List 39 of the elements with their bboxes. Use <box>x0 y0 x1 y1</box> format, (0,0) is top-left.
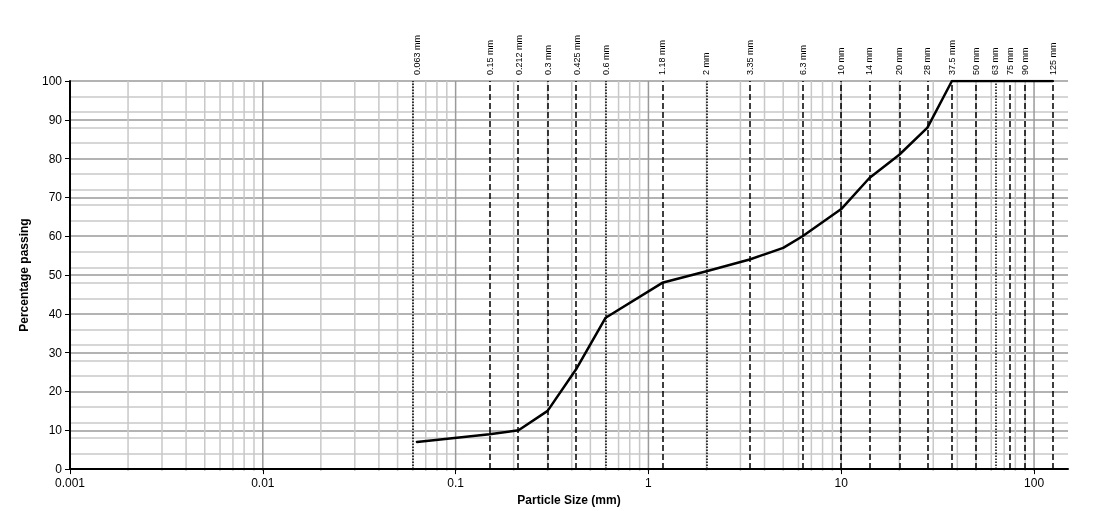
ref-line-label: 1.18 mm <box>657 39 668 75</box>
x-axis-title: Particle Size (mm) <box>517 493 621 507</box>
y-tick-label: 70 <box>48 190 63 205</box>
x-tick-label: 100 <box>1024 476 1045 491</box>
ref-line-label: 63 mm <box>990 47 1001 75</box>
ref-line-label: 0.425 mm <box>571 34 582 75</box>
ref-line-label: 14 mm <box>864 47 875 75</box>
y-tick-label: 0 <box>55 462 63 477</box>
x-tick-label: 10 <box>834 476 849 491</box>
ref-line-label: 37.5 mm <box>946 39 957 75</box>
ref-line-label: 3.35 mm <box>744 39 755 75</box>
x-tick-label: 0.1 <box>447 476 465 491</box>
y-tick-label: 60 <box>48 229 63 244</box>
ref-line-label: 28 mm <box>922 47 933 75</box>
ref-line-label: 0.063 mm <box>411 34 422 75</box>
ref-line-label: 2 mm <box>701 52 712 75</box>
x-tick-label: 0.001 <box>54 476 86 491</box>
ref-line-label: 90 mm <box>1020 47 1031 75</box>
y-tick-label: 10 <box>48 423 63 438</box>
y-tick-label: 40 <box>48 306 63 321</box>
y-tick-label: 50 <box>48 268 63 283</box>
x-tick-label: 0.01 <box>251 476 275 491</box>
ref-line-label: 0.3 mm <box>542 44 553 75</box>
ref-line-label: 20 mm <box>894 47 905 75</box>
ref-line-label: 0.212 mm <box>513 34 524 75</box>
y-axis-title: Percentage passing <box>17 218 31 332</box>
ref-line-label: 50 mm <box>971 47 982 75</box>
ref-line-label: 0.15 mm <box>484 39 495 75</box>
y-tick-label: 90 <box>48 112 63 127</box>
x-tick-label: 1 <box>645 476 653 491</box>
y-tick-label: 30 <box>48 345 63 360</box>
ref-line-label: 75 mm <box>1004 47 1015 75</box>
ref-line-label: 10 mm <box>836 47 847 75</box>
ref-line-label: 125 mm <box>1047 42 1058 75</box>
y-tick-label: 80 <box>48 151 63 166</box>
ref-line-label: 0.6 mm <box>600 44 611 75</box>
ref-line-label: 6.3 mm <box>797 44 808 75</box>
y-tick-label: 100 <box>41 74 63 88</box>
y-tick-label: 20 <box>48 384 63 399</box>
